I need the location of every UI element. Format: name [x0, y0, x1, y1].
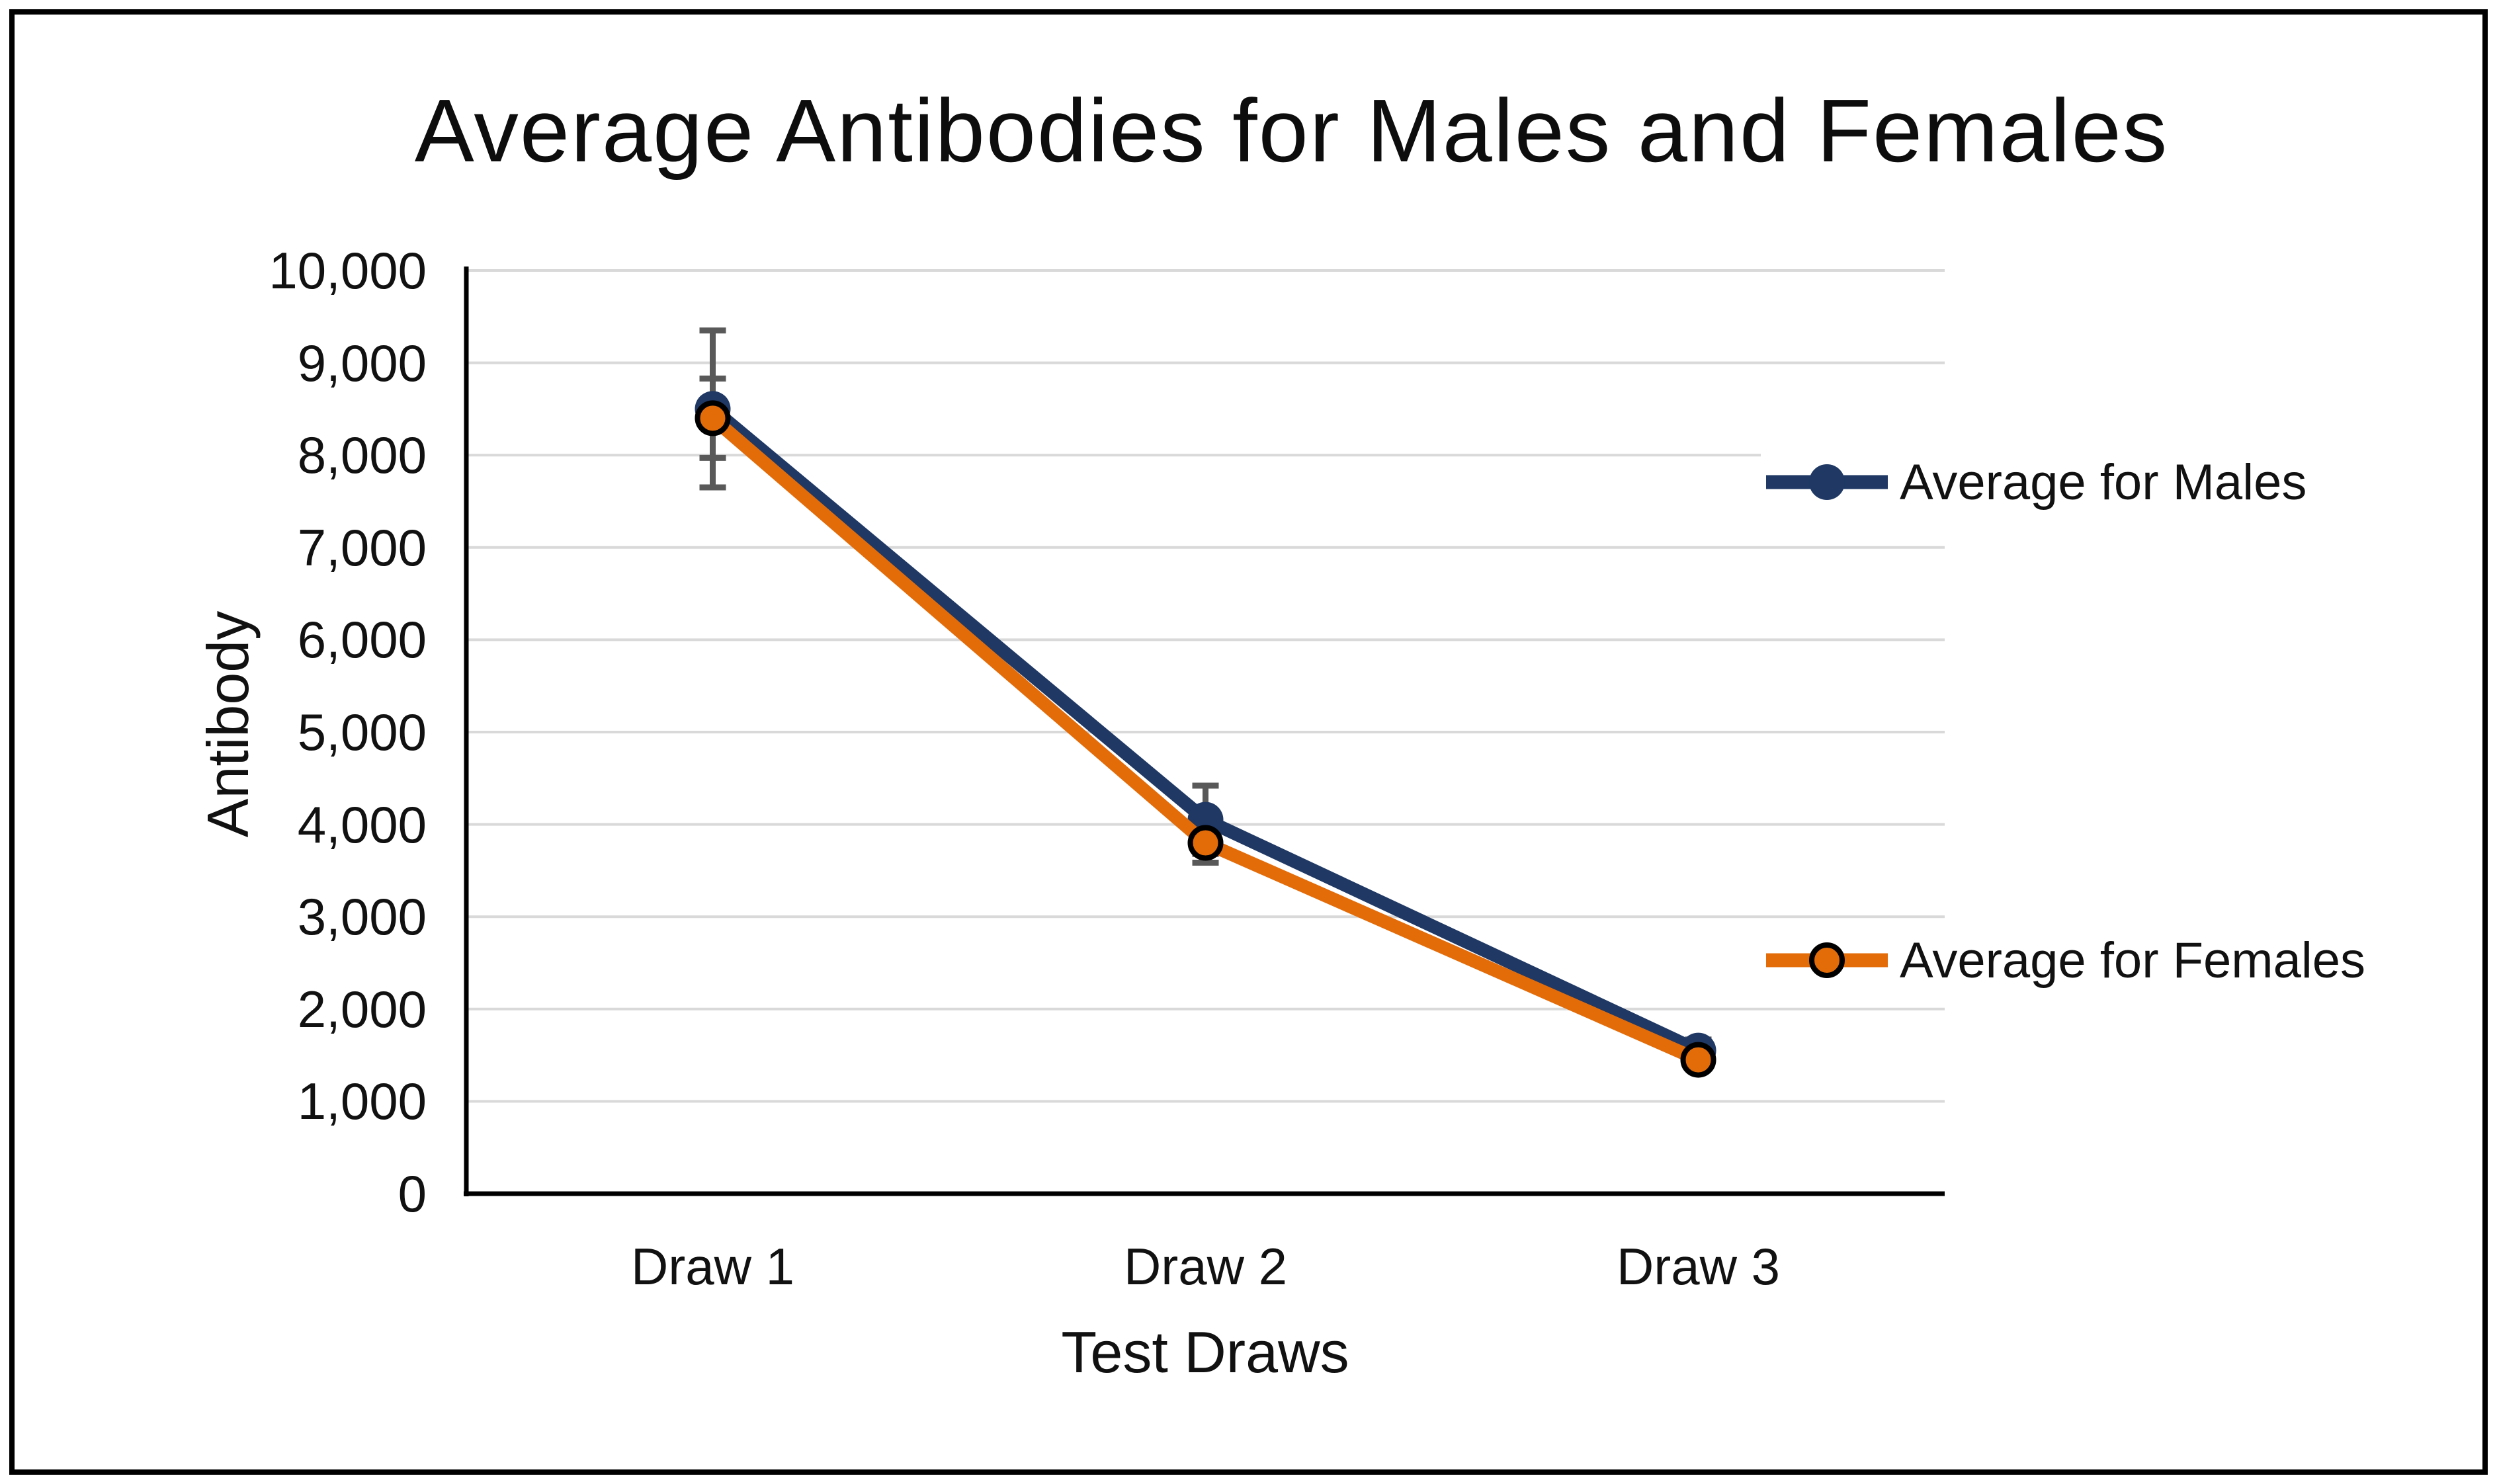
- x-tick-label: Draw 1: [630, 1237, 795, 1296]
- y-tick-label: 6,000: [297, 610, 427, 669]
- legend-label-males: Average for Males: [1900, 454, 2307, 511]
- x-axis-title: Test Draws: [1061, 1319, 1349, 1385]
- y-tick-label: 5,000: [297, 703, 427, 761]
- y-tick-label: 7,000: [297, 518, 427, 577]
- y-tick-label: 3,000: [297, 887, 427, 946]
- legend-label-females: Average for Females: [1900, 932, 2366, 989]
- x-tick-label: Draw 2: [1123, 1237, 1288, 1296]
- y-tick-label: 8,000: [297, 426, 427, 485]
- y-tick-label: 10,000: [269, 241, 427, 300]
- y-tick-label: 0: [398, 1165, 427, 1223]
- data-point-marker: [1187, 825, 1224, 861]
- series-line-females: [708, 413, 1701, 1066]
- y-tick-label: 4,000: [297, 795, 427, 854]
- legend-marker-females-icon: [1766, 942, 1888, 978]
- y-tick-label: 1,000: [297, 1072, 427, 1131]
- data-point-marker: [695, 400, 731, 436]
- x-tick-label: Draw 3: [1616, 1237, 1781, 1296]
- y-tick-label: 9,000: [297, 333, 427, 392]
- data-point-marker: [1680, 1042, 1716, 1078]
- chart-title: Average Antibodies for Males and Females: [414, 81, 2169, 181]
- series-line-males: [708, 403, 1701, 1057]
- legend-marker-males-icon: [1766, 464, 1888, 500]
- chart-border-frame: [9, 9, 2488, 1475]
- legend-item-males: Average for Males: [1761, 442, 2307, 522]
- y-tick-label: 2,000: [297, 979, 427, 1038]
- legend-item-females: Average for Females: [1761, 921, 2366, 1000]
